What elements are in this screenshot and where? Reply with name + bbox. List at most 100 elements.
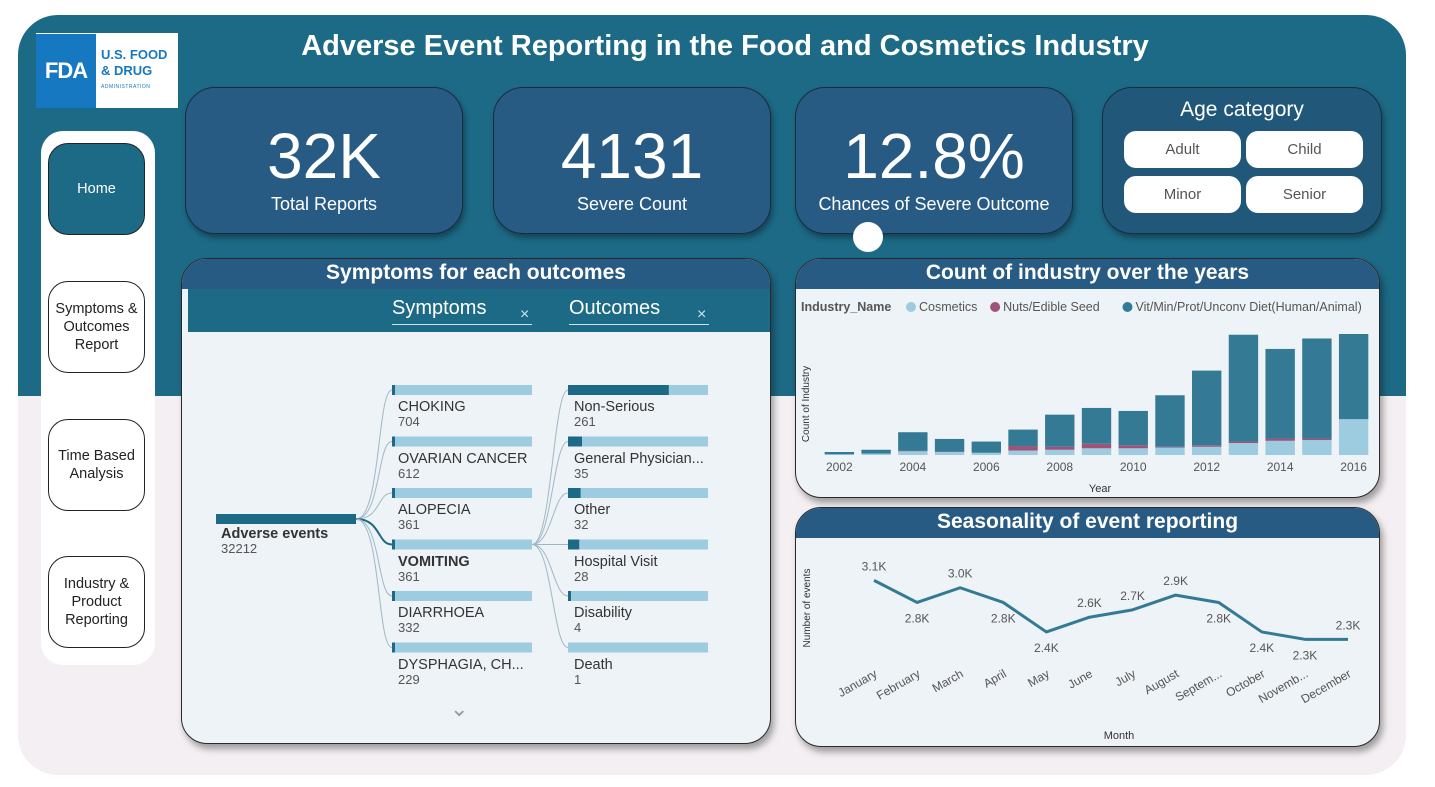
kpi-label: Severe Count xyxy=(576,194,688,214)
bar-segment xyxy=(1008,446,1038,451)
legend-label: Nuts/Edible Seed xyxy=(1003,300,1100,314)
bar-segment xyxy=(1302,438,1332,441)
symptom-node[interactable]: OVARIAN CANCER 612 xyxy=(398,451,527,480)
tree-connector xyxy=(355,441,393,520)
panel-title: Symptoms for each outcomes xyxy=(182,259,770,289)
bar-segment xyxy=(898,432,928,451)
kpi-card-total-reports: 32K Total Reports xyxy=(185,87,463,234)
tree-root-label: Adverse events xyxy=(221,526,329,542)
symptom-node[interactable]: ALOPECIA 361 xyxy=(398,502,471,531)
bar-segment xyxy=(1192,446,1222,455)
outcome-bar-fill xyxy=(568,539,580,550)
tree-field-symptoms[interactable]: Symptoms xyxy=(392,297,532,325)
symptom-count: 704 xyxy=(398,414,420,429)
outcome-bar-fill xyxy=(568,436,582,447)
nav-time-button[interactable]: Time Based Analysis xyxy=(48,419,145,511)
symptom-node[interactable]: CHOKING 704 xyxy=(398,399,466,428)
remove-symptoms-icon[interactable]: × xyxy=(520,306,530,323)
symptom-bar xyxy=(392,488,532,498)
panel-title: Seasonality of event reporting xyxy=(796,508,1379,538)
x-tick-label: May xyxy=(1025,666,1052,689)
symptom-bar-fill xyxy=(392,642,395,653)
bar-segment xyxy=(1265,438,1295,441)
data-label: 2.8K xyxy=(1206,611,1231,625)
outcome-count: 32 xyxy=(574,517,589,532)
fda-logo: FDA U.S. FOOD & DRUG ADMINISTRATION xyxy=(36,33,178,108)
bar-segment xyxy=(1008,429,1038,447)
x-axis-label: Year xyxy=(1089,483,1112,495)
symptom-label: ALOPECIA xyxy=(398,502,471,518)
tree-connector xyxy=(355,518,393,546)
symptom-bar xyxy=(392,385,532,395)
bar-segment xyxy=(861,449,891,454)
x-tick-label: 2004 xyxy=(899,460,926,474)
x-tick-label: 2010 xyxy=(1120,460,1147,474)
kpi-card-severe-chance: 12.8% Chances of Severe Outcome xyxy=(795,87,1073,234)
bar-segment xyxy=(1228,443,1259,455)
seasonality-line-chart: 3.1K January 2.8K February 3.0K March 2.8K Apri… xyxy=(802,559,1360,742)
outcome-node[interactable]: Non-Serious 261 xyxy=(574,399,655,428)
bar-segment xyxy=(1081,407,1112,444)
outcome-node[interactable]: Death 1 xyxy=(574,657,613,686)
x-tick-label: 2008 xyxy=(1046,460,1073,474)
symptom-node[interactable]: DYSPHAGIA, CH... 229 xyxy=(398,657,524,686)
x-tick-label: February xyxy=(874,666,923,702)
age-category-title: Age category xyxy=(1180,98,1304,121)
tree-connector xyxy=(531,544,569,597)
age-option-minor[interactable]: Minor xyxy=(1124,176,1241,213)
tree-connector xyxy=(531,389,569,545)
bar-segment xyxy=(1081,448,1112,455)
bar-segment xyxy=(1045,414,1075,447)
symptom-node[interactable]: VOMITING 361 xyxy=(398,554,470,583)
age-option-adult[interactable]: Adult xyxy=(1124,131,1241,168)
bar-segment xyxy=(1302,440,1332,455)
outcome-bar-fill xyxy=(568,591,571,601)
symptom-count: 332 xyxy=(398,620,420,635)
bar-segment xyxy=(824,454,855,455)
nav-industry-button[interactable]: Industry & Product Reporting xyxy=(48,556,145,648)
bar-segment xyxy=(898,451,928,455)
bar-segment xyxy=(1302,338,1332,439)
outcome-node[interactable]: General Physician... 35 xyxy=(574,451,704,480)
seasonality-panel: Seasonality of event reporting 3.1K Janua… xyxy=(795,507,1380,747)
x-tick-label: July xyxy=(1113,666,1138,689)
symptom-count: 361 xyxy=(398,568,420,584)
chevron-down-icon[interactable]: ⌄ xyxy=(450,696,469,721)
age-option-senior[interactable]: Senior xyxy=(1246,176,1363,213)
tree-root-bar xyxy=(216,514,356,524)
x-tick-label: 2012 xyxy=(1193,460,1220,474)
outcome-label: Death xyxy=(574,656,613,673)
bar-segment xyxy=(861,453,891,455)
age-option-child[interactable]: Child xyxy=(1246,131,1363,168)
bar-segment xyxy=(1228,441,1259,444)
fda-logo-line1: U.S. FOOD xyxy=(101,46,168,62)
slider-handle[interactable] xyxy=(853,222,883,252)
tree-connector xyxy=(531,492,569,545)
legend-marker xyxy=(990,302,1001,312)
symptom-node[interactable]: DIARRHOEA 332 xyxy=(398,605,484,634)
symptom-label: OVARIAN CANCER xyxy=(398,450,528,467)
outcome-bar xyxy=(568,488,708,498)
symptom-bar xyxy=(392,591,532,601)
tree-root-node[interactable]: Adverse events 32212 xyxy=(221,526,328,555)
data-label: 2.3K xyxy=(1293,648,1318,662)
x-tick-label: 2014 xyxy=(1267,460,1294,474)
data-label: 2.7K xyxy=(1120,589,1145,603)
x-tick-label: January xyxy=(836,666,880,699)
remove-outcomes-icon[interactable]: × xyxy=(697,306,707,323)
outcome-node[interactable]: Other 32 xyxy=(574,502,610,531)
tree-connector xyxy=(355,492,393,520)
data-label: 3.0K xyxy=(948,567,973,581)
tree-connector xyxy=(531,544,569,648)
tree-field-outcomes[interactable]: Outcomes xyxy=(569,297,709,325)
x-axis-label: Month xyxy=(1104,730,1135,742)
symptom-label: CHOKING xyxy=(398,399,466,415)
nav-home-button[interactable]: Home xyxy=(48,143,145,235)
panel-title: Count of industry over the years xyxy=(796,259,1379,289)
x-tick-label: April xyxy=(981,666,1009,690)
data-label: 2.9K xyxy=(1163,574,1188,588)
outcome-node[interactable]: Disability 4 xyxy=(574,605,632,634)
outcome-node[interactable]: Hospital Visit 28 xyxy=(574,554,658,583)
industry-bar-chart: Industry_Name Cosmetics Nuts/Edible Seed Vi… xyxy=(801,300,1369,495)
nav-symptoms-button[interactable]: Symptoms & Outcomes Report xyxy=(48,281,145,373)
